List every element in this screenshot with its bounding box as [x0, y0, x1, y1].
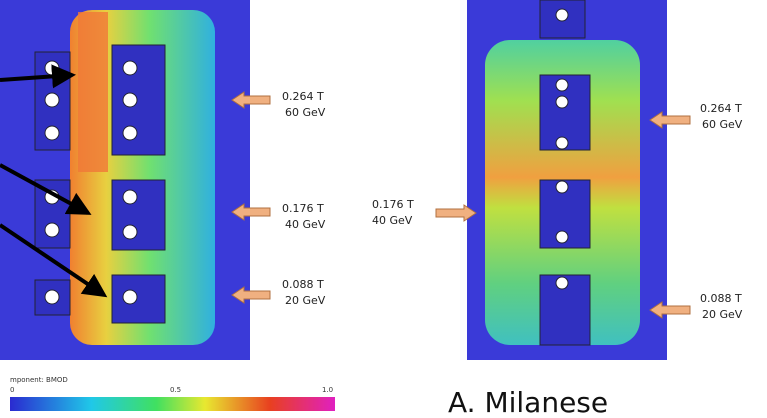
energy-label: 20 GeV [702, 308, 743, 321]
hot-zone [78, 12, 108, 172]
credit: A. Milanese [448, 386, 608, 418]
field-label: 0.088 T [700, 292, 742, 305]
energy-label: 40 GeV [285, 218, 326, 231]
colorbar-tick: 0.5 [170, 386, 181, 394]
colorbar-tick: 1.0 [322, 386, 333, 394]
colorbar-title: mponent: BMOD [10, 376, 68, 384]
field-label: 0.264 T [282, 90, 324, 103]
field-label: 0.176 T [372, 198, 414, 211]
colorbar [10, 397, 335, 411]
energy-label: 60 GeV [285, 106, 326, 119]
energy-label: 40 GeV [372, 214, 413, 227]
field-label: 0.088 T [282, 278, 324, 291]
energy-label: 60 GeV [702, 118, 743, 131]
field-label: 0.176 T [282, 202, 324, 215]
energy-label: 20 GeV [285, 294, 326, 307]
figure: 0.264 T 60 GeV 0.176 T 40 GeV 0.088 T 20… [0, 0, 767, 418]
colorbar-tick: 0 [10, 386, 14, 394]
field-label: 0.264 T [700, 102, 742, 115]
